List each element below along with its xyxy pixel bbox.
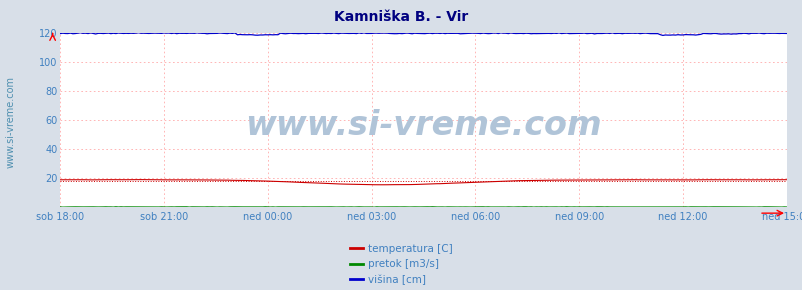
Text: Kamniška B. - Vir: Kamniška B. - Vir: [334, 10, 468, 24]
Text: www.si-vreme.com: www.si-vreme.com: [245, 109, 602, 142]
Text: www.si-vreme.com: www.si-vreme.com: [6, 76, 15, 168]
Legend: temperatura [C], pretok [m3/s], višina [cm]: temperatura [C], pretok [m3/s], višina […: [350, 244, 452, 285]
